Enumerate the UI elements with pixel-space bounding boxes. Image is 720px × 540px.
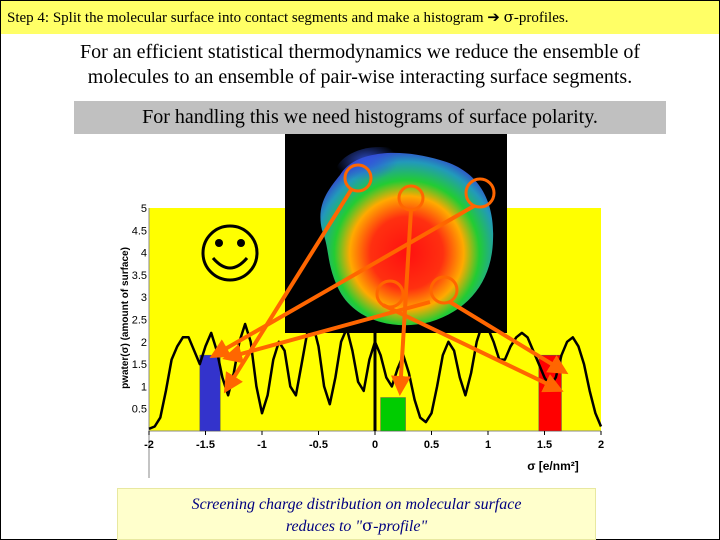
histogram-bar [199, 354, 221, 432]
caption-box: Screening charge distribution on molecul… [117, 488, 596, 540]
title-suffix: -profiles. [513, 10, 569, 26]
segment-circle [343, 163, 373, 193]
title-sigma: σ [503, 8, 514, 26]
y-tick-label: 3 [141, 292, 147, 304]
y-tick-label: 4.5 [132, 225, 147, 237]
mapping-arrow [222, 300, 431, 364]
x-tick-label: 1.5 [537, 439, 552, 451]
intro-line-2: molecules to an ensemble of pair-wise in… [87, 66, 633, 88]
y-tick-label: 1 [141, 381, 147, 393]
mapping-arrow [223, 188, 353, 394]
mapping-arrow [448, 300, 569, 375]
x-tick-label: -2 [144, 439, 154, 451]
y-tick-label: 2.5 [132, 315, 147, 327]
slide-title-bar: Step 4: Split the molecular surface into… [1, 1, 719, 34]
caption-text-pre: reduces to " [285, 518, 363, 535]
y-tick-label: 0.5 [132, 404, 147, 416]
caption-sigma: σ [362, 516, 374, 535]
smiley-icon [201, 224, 259, 282]
molecule-image [285, 134, 507, 333]
y-tick-label: 5 [141, 203, 147, 215]
mapping-arrow [382, 303, 564, 393]
segment-circle [429, 275, 459, 305]
x-tick-label: 2 [598, 439, 604, 451]
x-tick-label: 0 [372, 439, 378, 451]
y-tick-label: 4 [141, 248, 147, 260]
x-tick-label: 1 [485, 439, 491, 451]
histogram-bar [380, 397, 406, 432]
x-axis-label: σ [e/nm²] [527, 459, 579, 473]
x-tick-label: -1 [257, 439, 267, 451]
intro-line-1: For an efficient statistical thermodynam… [80, 41, 640, 63]
caption-text-post: -profile" [373, 518, 428, 535]
y-tick-label: 3.5 [132, 270, 147, 282]
caption-line-2: reduces to "σ-profile" [118, 515, 595, 537]
mapping-arrow [390, 209, 413, 396]
x-tick-label: 0.5 [424, 439, 439, 451]
y-tick-label: 1.5 [132, 359, 147, 371]
y-axis-label: pwater(σ) (amount of surface) [120, 247, 131, 389]
y-tick-label: 2 [141, 337, 147, 349]
note-box: For handling this we need histograms of … [74, 101, 666, 134]
x-tick-label: -0.5 [309, 439, 328, 451]
caption-line-1: Screening charge distribution on molecul… [191, 496, 522, 513]
intro-text: For an efficient statistical thermodynam… [0, 40, 720, 90]
x-tick-label: -1.5 [196, 439, 215, 451]
arrow-right-icon: ➔ [487, 10, 500, 26]
title-text: Step 4: Split the molecular surface into… [7, 10, 488, 26]
mapping-arrow [209, 204, 475, 358]
segment-markers [209, 163, 569, 396]
segment-circle [464, 177, 496, 209]
